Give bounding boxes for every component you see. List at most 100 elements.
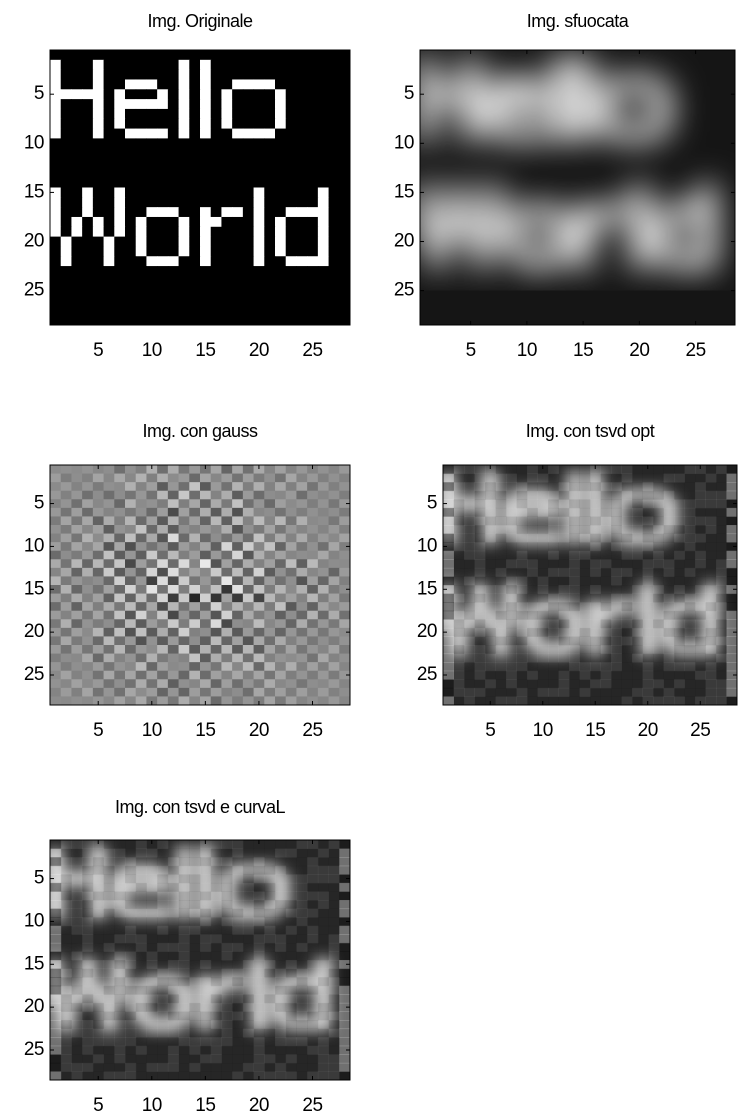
image-cell bbox=[706, 534, 717, 543]
image-cell bbox=[527, 576, 538, 585]
image-cell bbox=[264, 671, 275, 680]
image-cell bbox=[706, 585, 717, 594]
image-cell bbox=[254, 969, 265, 978]
x-tick-label: 15 bbox=[195, 1095, 215, 1116]
image-cell bbox=[538, 671, 549, 680]
image-cell bbox=[611, 499, 622, 508]
pixel bbox=[179, 296, 190, 306]
image-cell bbox=[307, 866, 318, 875]
image-cell bbox=[517, 628, 528, 637]
image-cell bbox=[664, 585, 675, 594]
image-cell bbox=[104, 1003, 115, 1012]
image-cell bbox=[189, 491, 200, 500]
pixel bbox=[264, 237, 275, 247]
image-cell bbox=[685, 482, 696, 491]
image-cell bbox=[221, 602, 232, 611]
image-cell bbox=[716, 602, 727, 611]
image-cell bbox=[569, 559, 580, 568]
image-cell bbox=[82, 516, 93, 525]
image-cell bbox=[93, 482, 104, 491]
image-cell bbox=[71, 969, 82, 978]
image-cell bbox=[146, 891, 157, 900]
image-cell bbox=[104, 891, 115, 900]
y-tick-label: 10 bbox=[24, 535, 44, 556]
image-cell bbox=[71, 542, 82, 551]
image-cell bbox=[590, 594, 601, 603]
image-cell bbox=[643, 602, 654, 611]
image-cell bbox=[485, 482, 496, 491]
pixel bbox=[125, 197, 136, 207]
image-cell bbox=[61, 636, 72, 645]
pixel bbox=[146, 158, 157, 168]
image-cell bbox=[168, 602, 179, 611]
pixel bbox=[179, 197, 190, 207]
pixel bbox=[211, 70, 222, 80]
image-cell bbox=[695, 542, 706, 551]
image-cell bbox=[200, 866, 211, 875]
image-cell bbox=[296, 611, 307, 620]
image-cell bbox=[243, 1037, 254, 1046]
pixel bbox=[189, 129, 200, 139]
image-cell bbox=[82, 585, 93, 594]
image-cell bbox=[674, 688, 685, 697]
image-cell bbox=[104, 994, 115, 1003]
image-cell bbox=[254, 960, 265, 969]
image-cell bbox=[506, 525, 517, 534]
pixel bbox=[157, 99, 168, 109]
image-cell bbox=[286, 696, 297, 705]
pixel bbox=[275, 246, 286, 256]
image-cell bbox=[168, 636, 179, 645]
pixel bbox=[329, 70, 340, 80]
image-cell bbox=[454, 491, 465, 500]
pixel bbox=[318, 305, 329, 315]
pixel bbox=[82, 256, 93, 266]
image-cell bbox=[318, 696, 329, 705]
pixel bbox=[136, 305, 147, 315]
image-cell bbox=[653, 585, 664, 594]
image-cell bbox=[329, 636, 340, 645]
pixel bbox=[71, 256, 82, 266]
image-cell bbox=[611, 679, 622, 688]
image-cell bbox=[61, 679, 72, 688]
image-cell bbox=[475, 534, 486, 543]
pixel bbox=[189, 246, 200, 256]
image-cell bbox=[264, 926, 275, 935]
image-cell bbox=[527, 568, 538, 577]
image-cell bbox=[157, 602, 168, 611]
image-cell bbox=[727, 654, 738, 663]
image-cell bbox=[275, 849, 286, 858]
image-cell bbox=[71, 516, 82, 525]
image-cell bbox=[254, 654, 265, 663]
image-cell bbox=[464, 499, 475, 508]
pixel bbox=[146, 286, 157, 296]
image-cell bbox=[496, 568, 507, 577]
image-cell bbox=[114, 926, 125, 935]
image-cell bbox=[653, 594, 664, 603]
image-cell bbox=[232, 628, 243, 637]
image-cell bbox=[104, 1011, 115, 1020]
image-cell bbox=[318, 662, 329, 671]
image-cell bbox=[286, 1029, 297, 1038]
image-cell bbox=[264, 491, 275, 500]
pixel bbox=[146, 178, 157, 188]
image-cell bbox=[622, 534, 633, 543]
pixel bbox=[211, 197, 222, 207]
pixel bbox=[254, 296, 265, 306]
image-cell bbox=[61, 465, 72, 474]
image-cell bbox=[706, 508, 717, 517]
image-cell bbox=[727, 679, 738, 688]
image-cell bbox=[146, 900, 157, 909]
image-cell bbox=[275, 662, 286, 671]
image-cell bbox=[559, 525, 570, 534]
pixel bbox=[307, 99, 318, 109]
image-cell bbox=[275, 636, 286, 645]
image-cell bbox=[307, 499, 318, 508]
image-cell bbox=[71, 671, 82, 680]
image-cell bbox=[674, 636, 685, 645]
image-cell bbox=[653, 671, 664, 680]
image-cell bbox=[329, 594, 340, 603]
x-tick-label: 5 bbox=[93, 1095, 103, 1116]
image-cell bbox=[93, 960, 104, 969]
image-cell bbox=[221, 977, 232, 986]
image-cell bbox=[653, 662, 664, 671]
